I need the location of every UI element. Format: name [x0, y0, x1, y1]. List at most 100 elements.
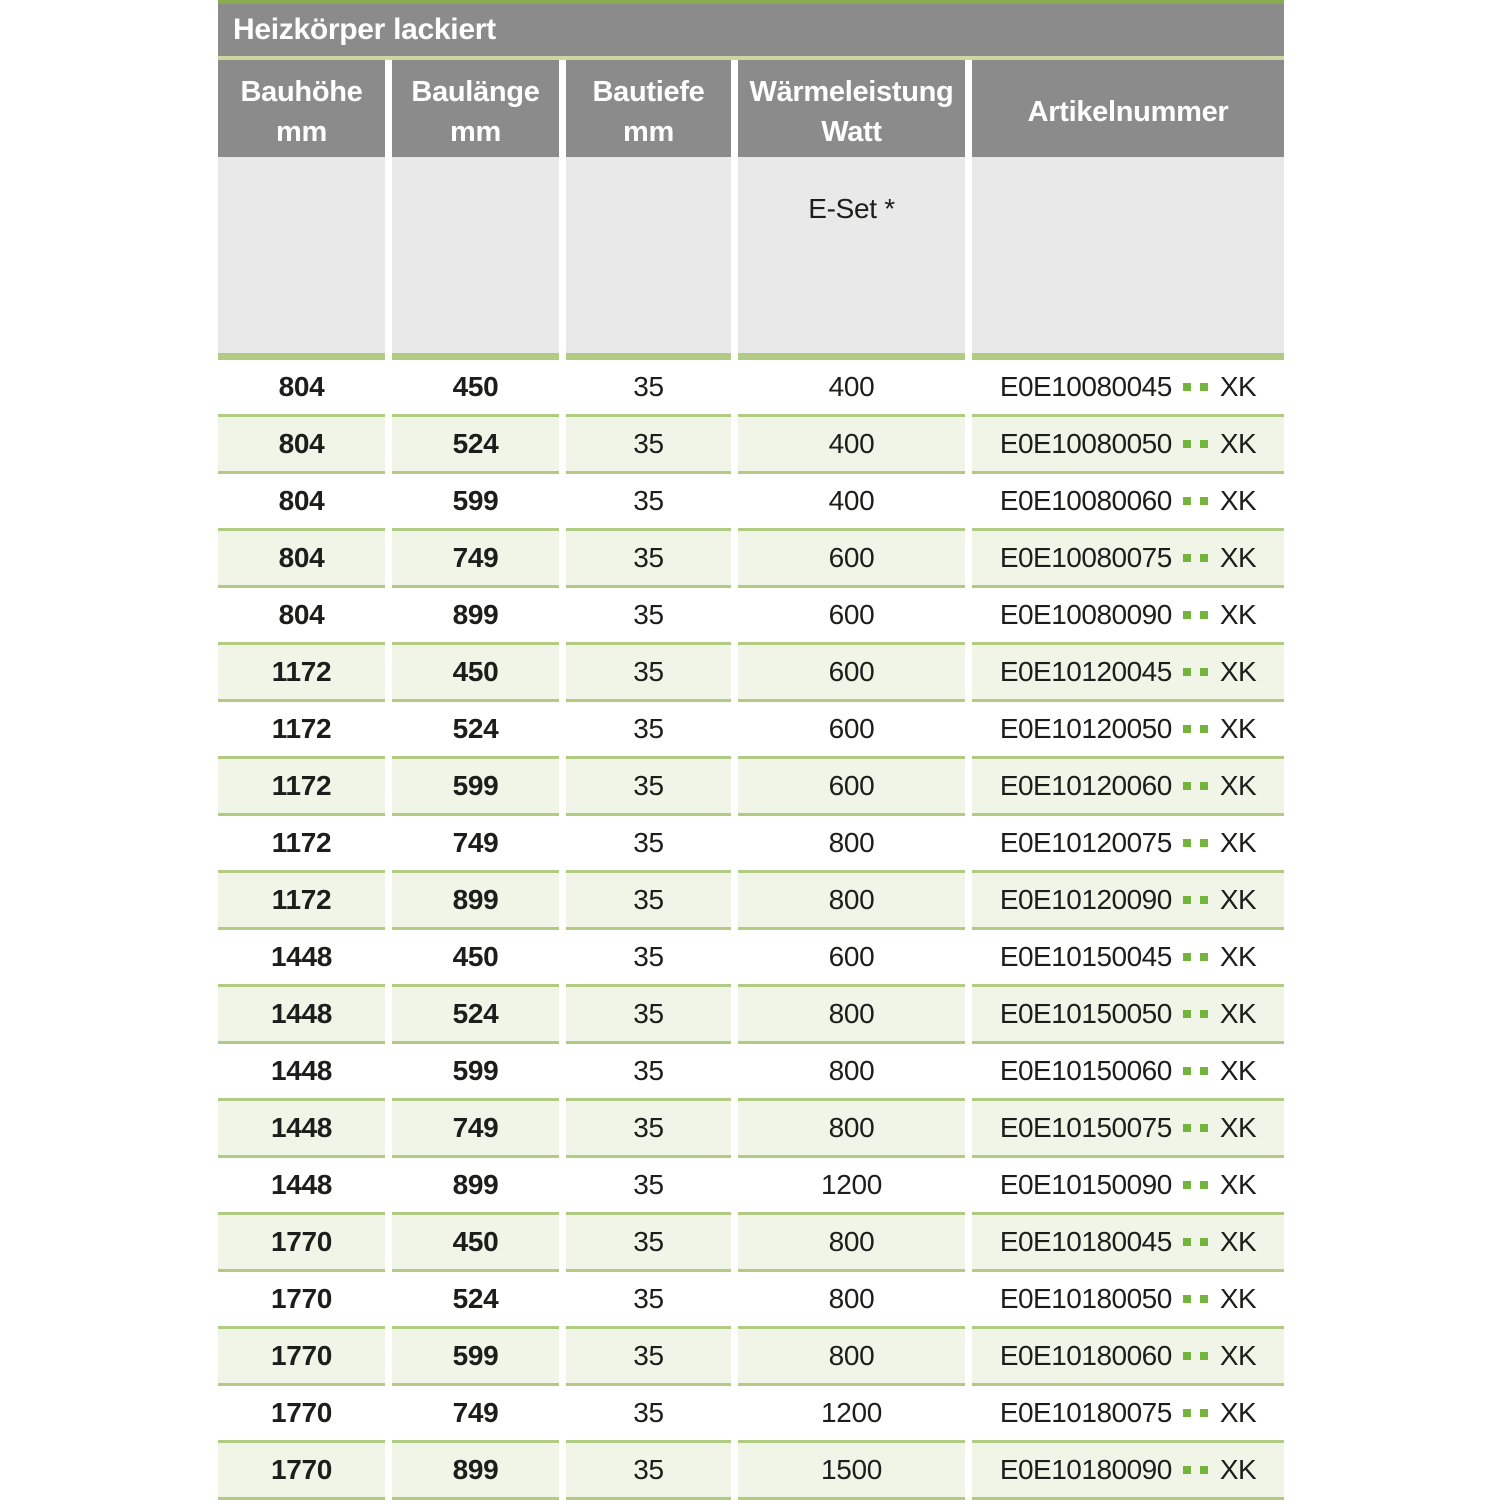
waermeleistung-value: 600 [828, 599, 875, 630]
baulaenge-cell: 899 [392, 588, 559, 645]
bauhoehe-value: 804 [278, 428, 325, 459]
bautiefe-cell: 35 [566, 1044, 731, 1101]
waermeleistung-cell: 600 [738, 645, 965, 702]
artikelnummer-cell: E0E10150050 XK [972, 987, 1284, 1044]
color-wildcard-dots-icon [1182, 611, 1208, 619]
bautiefe-cell: 35 [566, 702, 731, 759]
rule-segment [738, 353, 965, 360]
baulaenge-cell: 749 [392, 1101, 559, 1158]
header-separator-rule [218, 353, 1284, 360]
baulaenge-value: 450 [452, 1226, 499, 1257]
waermeleistung-cell: 600 [738, 702, 965, 759]
bautiefe-value: 35 [633, 713, 664, 744]
color-wildcard-dots-icon [1182, 1181, 1208, 1189]
column-header-bauhoehe: Bauhöhe mm [218, 60, 385, 157]
bauhoehe-value: 1770 [270, 1397, 333, 1428]
bautiefe-cell: 35 [566, 360, 731, 417]
waermeleistung-value: 600 [828, 941, 875, 972]
bautiefe-cell: 35 [566, 873, 731, 930]
baulaenge-cell: 599 [392, 759, 559, 816]
artikelnummer-prefix: E0E10180060 [999, 1340, 1173, 1371]
artikelnummer-prefix: E0E10080090 [999, 599, 1173, 630]
waermeleistung-value: 1200 [820, 1397, 883, 1428]
artikelnummer-suffix: XK [1219, 1112, 1257, 1143]
baulaenge-value: 749 [452, 827, 499, 858]
baulaenge-value: 749 [452, 1397, 499, 1428]
baulaenge-value: 599 [452, 485, 499, 516]
color-wildcard-dots-icon [1182, 896, 1208, 904]
baulaenge-cell: 524 [392, 1272, 559, 1329]
color-wildcard-dots-icon [1182, 1409, 1208, 1417]
column-header-unit: mm [450, 115, 501, 148]
color-wildcard-dots-icon [1182, 440, 1208, 448]
table-row: 1172 524 35 600 E0E10120050 XK [218, 702, 1284, 759]
bauhoehe-cell: 1770 [218, 1272, 385, 1329]
radiator-spec-table: Heizkörper lackiert Bauhöhe mm Baulänge … [218, 0, 1284, 1500]
color-wildcard-dots-icon [1182, 1238, 1208, 1246]
column-header-waermeleistung: Wärmeleistung Watt [738, 60, 965, 157]
artikelnummer-cell: E0E10080050 XK [972, 417, 1284, 474]
artikelnummer-prefix: E0E10150075 [999, 1112, 1173, 1143]
color-wildcard-dots-icon [1182, 839, 1208, 847]
subheader-cell-bautiefe [566, 157, 731, 353]
table-row: 1172 450 35 600 E0E10120045 XK [218, 645, 1284, 702]
color-wildcard-dots-icon [1182, 1352, 1208, 1360]
baulaenge-value: 599 [452, 770, 499, 801]
bauhoehe-value: 1770 [270, 1226, 333, 1257]
baulaenge-value: 450 [452, 656, 499, 687]
waermeleistung-value: 1200 [820, 1169, 883, 1200]
artikelnummer-cell: E0E10150060 XK [972, 1044, 1284, 1101]
waermeleistung-cell: 800 [738, 987, 965, 1044]
rule-segment [218, 353, 385, 360]
column-header-label: Baulänge [411, 75, 540, 108]
bautiefe-cell: 35 [566, 645, 731, 702]
waermeleistung-value: 400 [828, 485, 875, 516]
bauhoehe-value: 1172 [271, 884, 332, 915]
waermeleistung-cell: 600 [738, 759, 965, 816]
artikelnummer-suffix: XK [1219, 713, 1257, 744]
baulaenge-value: 899 [452, 599, 499, 630]
artikelnummer-cell: E0E10150045 XK [972, 930, 1284, 987]
bauhoehe-value: 1448 [270, 998, 333, 1029]
subheader-cell-artikelnummer [972, 157, 1284, 353]
table-row: 1172 899 35 800 E0E10120090 XK [218, 873, 1284, 930]
waermeleistung-cell: 1500 [738, 1443, 965, 1500]
bautiefe-value: 35 [633, 542, 664, 573]
bautiefe-value: 35 [633, 941, 664, 972]
artikelnummer-prefix: E0E10150045 [999, 941, 1173, 972]
artikelnummer-prefix: E0E10120075 [999, 827, 1173, 858]
bauhoehe-cell: 804 [218, 360, 385, 417]
table-row: 804 899 35 600 E0E10080090 XK [218, 588, 1284, 645]
artikelnummer-suffix: XK [1219, 1340, 1257, 1371]
waermeleistung-value: 600 [828, 656, 875, 687]
waermeleistung-value: 400 [828, 371, 875, 402]
bautiefe-cell: 35 [566, 1386, 731, 1443]
bauhoehe-cell: 1770 [218, 1329, 385, 1386]
artikelnummer-cell: E0E10120045 XK [972, 645, 1284, 702]
bautiefe-value: 35 [633, 485, 664, 516]
artikelnummer-suffix: XK [1219, 1169, 1257, 1200]
color-wildcard-dots-icon [1182, 953, 1208, 961]
column-header-unit: mm [623, 115, 674, 148]
artikelnummer-suffix: XK [1219, 656, 1257, 687]
artikelnummer-prefix: E0E10180075 [999, 1397, 1173, 1428]
artikelnummer-prefix: E0E10120090 [999, 884, 1173, 915]
bautiefe-value: 35 [633, 827, 664, 858]
artikelnummer-cell: E0E10120060 XK [972, 759, 1284, 816]
column-header-label: Artikelnummer [1027, 95, 1229, 128]
baulaenge-cell: 450 [392, 645, 559, 702]
bautiefe-value: 35 [633, 1340, 664, 1371]
artikelnummer-suffix: XK [1219, 599, 1257, 630]
title-bottom-rule [218, 56, 1284, 60]
waermeleistung-cell: 800 [738, 1329, 965, 1386]
column-header-label: Bauhöhe [240, 75, 363, 108]
artikelnummer-prefix: E0E10080045 [999, 371, 1173, 402]
table-body: 804 450 35 400 E0E10080045 XK 804 524 35 … [218, 360, 1284, 1500]
artikelnummer-prefix: E0E10080050 [999, 428, 1173, 459]
bauhoehe-cell: 804 [218, 417, 385, 474]
table-row: 1448 749 35 800 E0E10150075 XK [218, 1101, 1284, 1158]
baulaenge-cell: 450 [392, 930, 559, 987]
artikelnummer-cell: E0E10180050 XK [972, 1272, 1284, 1329]
bautiefe-value: 35 [633, 1454, 664, 1485]
artikelnummer-suffix: XK [1219, 941, 1257, 972]
